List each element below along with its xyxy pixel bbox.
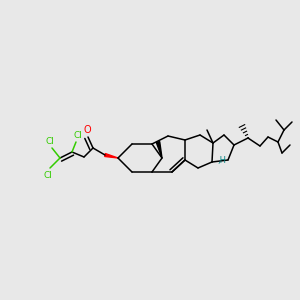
Text: Cl: Cl xyxy=(46,136,54,146)
Text: O: O xyxy=(83,125,91,135)
Text: Cl: Cl xyxy=(74,130,82,140)
Text: Cl: Cl xyxy=(44,170,52,179)
Polygon shape xyxy=(156,142,162,158)
Polygon shape xyxy=(105,154,118,158)
Text: ,H: ,H xyxy=(218,155,226,164)
